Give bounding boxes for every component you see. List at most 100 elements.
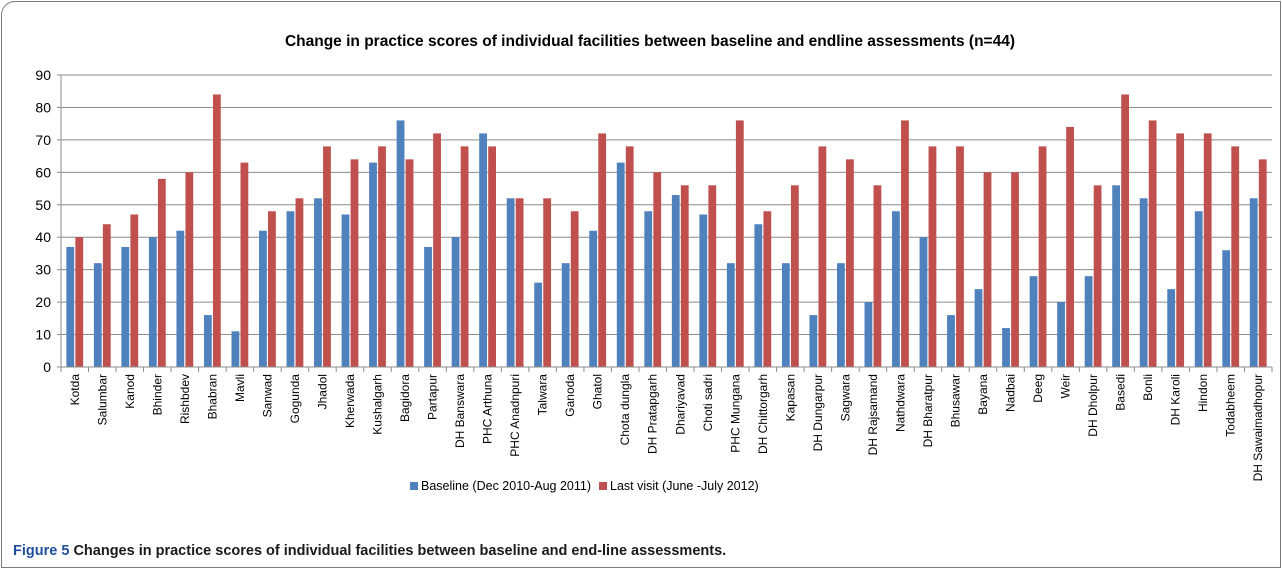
bar-last-visit <box>1066 126 1074 368</box>
bar-baseline <box>451 237 460 367</box>
x-tick-label: Bagidora <box>398 374 412 422</box>
x-tick-label: PHC Arthuna <box>481 374 495 444</box>
bar-baseline <box>396 120 405 367</box>
bar-baseline <box>561 263 570 367</box>
bar-last-visit <box>212 94 221 367</box>
x-tick-label: Basedi <box>1114 374 1128 411</box>
bar-baseline <box>1057 302 1065 367</box>
bar-baseline <box>148 237 157 367</box>
x-tick-label: Ganoda <box>563 374 577 417</box>
x-tick-label: DH Banswara <box>453 374 467 448</box>
y-tick-label: 60 <box>35 164 51 180</box>
y-axis: 0 10 20 30 40 50 60 70 80 90 <box>35 67 62 375</box>
x-tick-label: PHC Mungana <box>728 374 742 453</box>
bar-last-visit <box>1093 185 1102 367</box>
y-tick-label: 50 <box>35 197 51 213</box>
x-tick-label: DH Bharatpur <box>921 374 935 447</box>
bar-last-visit <box>268 211 276 367</box>
bar-last-visit <box>901 120 909 367</box>
bar-last-visit <box>433 133 441 367</box>
x-tick-label: Gogunda <box>288 374 302 424</box>
bar-last-visit <box>983 172 992 367</box>
x-tick-label: Kotda <box>68 374 82 406</box>
bar-baseline <box>616 162 625 367</box>
x-tick-label: Nadbai <box>1004 374 1018 412</box>
x-tick-label: Todabheem <box>1224 374 1238 437</box>
bar-baseline <box>121 246 130 367</box>
bar-last-visit <box>102 224 111 367</box>
x-tick-label: Dhariyavad <box>673 374 687 435</box>
bar-baseline <box>1194 211 1203 367</box>
chart-title: Change in practice scores of individual … <box>285 33 1015 50</box>
x-tick-label: PHC Anadnpuri <box>508 374 522 457</box>
bar-baseline <box>726 263 735 367</box>
bar-last-visit <box>185 172 194 367</box>
x-axis: Kotda Salumbar Kanod Bhinder Rishbdev Bhabran… <box>60 366 1273 481</box>
bar-last-visit <box>75 237 84 367</box>
bar-last-visit <box>708 185 717 367</box>
bar-last-visit <box>1176 133 1185 367</box>
bar-baseline <box>203 315 212 367</box>
bar-baseline <box>589 230 598 367</box>
bar-baseline <box>781 263 790 367</box>
bar-baseline <box>424 246 432 367</box>
bar-last-visit <box>460 146 469 367</box>
bar-baseline <box>1249 198 1258 367</box>
bar-baseline <box>479 133 488 367</box>
x-tick-label: DH Karoli <box>1169 374 1183 425</box>
bar-baseline <box>1002 328 1010 367</box>
bars <box>66 94 1267 368</box>
x-tick-label: DH Pratapgarh <box>646 374 660 454</box>
bar-baseline <box>231 331 240 367</box>
y-tick-label: 30 <box>35 262 51 278</box>
x-tick-label: Deeg <box>1031 374 1045 403</box>
x-tick-label: DH Sawaimadhopur <box>1251 374 1265 481</box>
bar-baseline <box>1167 289 1176 367</box>
bar-baseline <box>1029 276 1038 367</box>
x-tick-label: Chota dungla <box>618 374 632 446</box>
bar-baseline <box>754 224 763 367</box>
bar-last-visit <box>1258 159 1267 367</box>
x-tick-label: Salumbar <box>95 374 109 425</box>
bar-last-visit <box>1011 172 1019 367</box>
bar-baseline <box>506 198 515 367</box>
x-tick-label: Ghatol <box>591 374 605 409</box>
bar-last-visit <box>543 198 552 367</box>
caption-text: Changes in practice scores of individual… <box>73 543 727 559</box>
x-tick-label: Bhabran <box>205 374 219 419</box>
bar-last-visit <box>405 159 414 367</box>
bar-baseline <box>534 282 543 367</box>
bar-last-visit <box>488 146 497 367</box>
legend: Baseline (Dec 2010-Aug 2011) Last visit (… <box>410 479 759 493</box>
bar-last-visit <box>1231 146 1240 367</box>
bar-baseline <box>1139 198 1148 367</box>
y-tick-label: 70 <box>35 132 51 148</box>
x-tick-label: Talwara <box>536 374 550 416</box>
bar-last-visit <box>1203 133 1212 367</box>
bar-baseline <box>286 211 295 367</box>
bar-last-visit <box>378 146 386 367</box>
x-tick-label: DH Chittorgarh <box>756 374 770 454</box>
figure-caption: Figure 5 Changes in practice scores of i… <box>13 543 726 559</box>
y-tick-label: 10 <box>35 327 51 343</box>
bar-baseline <box>259 230 267 367</box>
bar-last-visit <box>570 211 579 367</box>
bar-last-visit <box>130 214 139 367</box>
x-tick-label: Kherwada <box>343 374 357 428</box>
bar-last-visit <box>598 133 607 367</box>
bar-last-visit <box>1148 120 1157 367</box>
legend-label: Last visit (June -July 2012) <box>610 479 759 493</box>
legend-swatch <box>599 482 608 490</box>
bar-baseline <box>644 211 653 367</box>
bar-last-visit <box>240 162 249 367</box>
x-tick-label: DH Rajsamand <box>866 374 880 455</box>
bar-baseline <box>947 315 955 367</box>
x-tick-label: DH Dungarpur <box>811 374 825 451</box>
x-tick-label: Weir <box>1059 374 1073 398</box>
x-tick-label: Partapur <box>426 374 440 420</box>
bar-last-visit <box>680 185 689 367</box>
bar-last-visit <box>818 146 827 367</box>
bar-baseline <box>1084 276 1093 367</box>
bar-last-visit <box>735 120 744 367</box>
x-tick-label: Kushalgarh <box>371 374 385 435</box>
